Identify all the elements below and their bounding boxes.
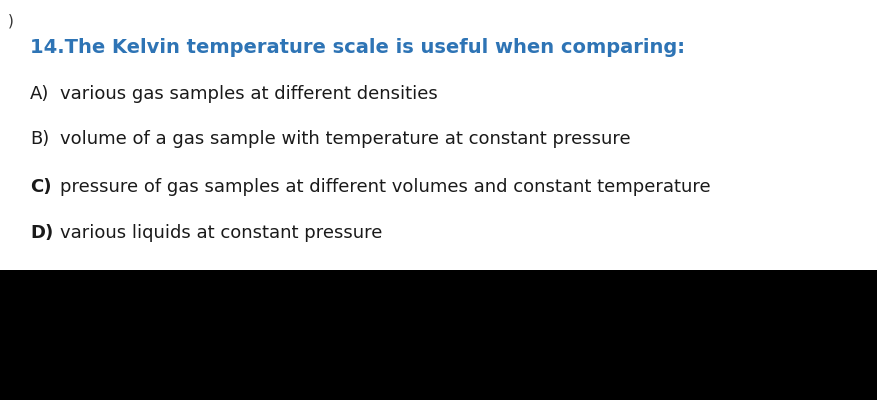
Text: various liquids at constant pressure: various liquids at constant pressure — [60, 224, 382, 242]
Text: C): C) — [30, 178, 52, 196]
Bar — [0, 270, 877, 400]
Text: volume of a gas sample with temperature at constant pressure: volume of a gas sample with temperature … — [60, 130, 631, 148]
Text: various gas samples at different densities: various gas samples at different densiti… — [60, 85, 438, 103]
Text: A): A) — [30, 85, 49, 103]
Text: D): D) — [30, 224, 53, 242]
Text: pressure of gas samples at different volumes and constant temperature: pressure of gas samples at different vol… — [60, 178, 710, 196]
Text: ): ) — [8, 14, 14, 29]
Text: B): B) — [30, 130, 49, 148]
Text: 14.The Kelvin temperature scale is useful when comparing:: 14.The Kelvin temperature scale is usefu… — [30, 38, 685, 57]
